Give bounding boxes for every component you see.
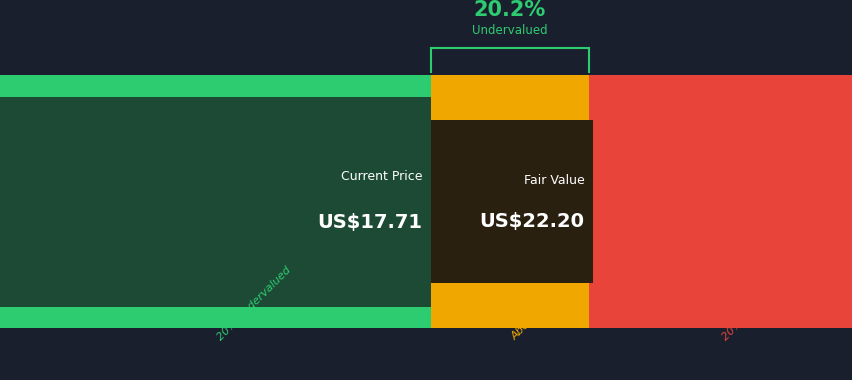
Text: 20% Overvalued: 20% Overvalued: [720, 270, 792, 342]
Text: Undervalued: Undervalued: [471, 24, 547, 37]
Bar: [588, 307, 852, 328]
Bar: [430, 120, 592, 283]
Bar: [0, 75, 430, 97]
Bar: [0, 307, 430, 328]
Text: 20% Undervalued: 20% Undervalued: [215, 265, 292, 342]
Text: US$17.71: US$17.71: [317, 213, 422, 232]
Text: Fair Value: Fair Value: [523, 174, 584, 187]
Bar: [588, 97, 852, 307]
Text: Current Price: Current Price: [340, 170, 422, 183]
Bar: [430, 75, 588, 97]
Bar: [430, 307, 588, 328]
Text: About Right: About Right: [509, 289, 562, 342]
Text: 20.2%: 20.2%: [473, 0, 545, 21]
Bar: [430, 97, 588, 307]
Bar: [0, 97, 430, 307]
Bar: [588, 75, 852, 97]
Text: US$22.20: US$22.20: [479, 212, 584, 231]
